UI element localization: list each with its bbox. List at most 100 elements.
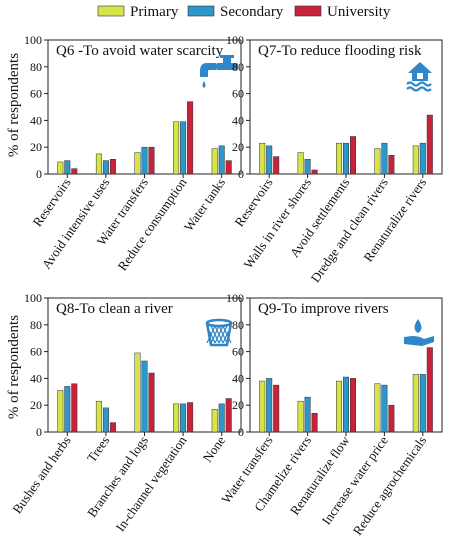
y-tick-label: 60 <box>232 87 244 101</box>
bar-secondary <box>419 374 426 433</box>
x-tick-label: In-channel vegetation <box>112 433 189 535</box>
bar-secondary <box>141 146 148 175</box>
bar-university <box>273 384 280 433</box>
bar-university <box>225 160 232 175</box>
bar-secondary <box>343 142 349 175</box>
water-tap-icon <box>200 55 238 88</box>
bar-primary <box>297 152 304 175</box>
y-tick-label: 100 <box>24 33 42 47</box>
bar-secondary <box>343 376 349 433</box>
x-tick-label: Walls in river shores <box>240 175 314 271</box>
bar-primary <box>374 383 381 433</box>
bar-primary <box>95 400 102 433</box>
y-axis-label-top: % of respondents <box>6 53 22 157</box>
bar-university <box>426 347 433 433</box>
bar-secondary <box>180 403 187 433</box>
bar-university <box>388 404 395 433</box>
legend: Primary Secondary University <box>97 4 391 20</box>
y-tick-label: 60 <box>232 345 244 359</box>
bar-secondary <box>141 360 148 433</box>
y-tick-label: 0 <box>36 167 42 181</box>
waste-basket-icon <box>205 318 233 347</box>
bar-primary <box>173 403 180 433</box>
chart-title: Q8-To clean a river <box>56 301 173 317</box>
y-tick-label: 80 <box>232 60 244 74</box>
y-tick-label: 100 <box>226 33 244 47</box>
bar-university <box>109 422 116 433</box>
bar-secondary <box>304 396 311 433</box>
legend-swatch-primary <box>97 5 125 17</box>
bar-university <box>311 412 318 433</box>
bar-secondary <box>381 384 388 433</box>
flooded-house-icon <box>406 62 432 92</box>
bar-primary <box>134 152 141 175</box>
bar-university <box>225 398 232 433</box>
bar-primary <box>412 374 419 433</box>
y-tick-label: 20 <box>232 140 244 154</box>
bar-university <box>109 159 116 175</box>
y-tick-label: 20 <box>232 398 244 412</box>
chart-title: Q7-To reduce flooding risk <box>258 43 422 59</box>
bar-primary <box>57 161 64 175</box>
bar-university <box>350 136 356 175</box>
y-tick-label: 0 <box>238 167 244 181</box>
y-tick-label: 20 <box>30 140 42 154</box>
legend-label-secondary: Secondary <box>220 4 284 20</box>
bar-primary <box>95 153 102 175</box>
y-tick-label: 40 <box>30 371 42 385</box>
bar-secondary <box>64 160 71 175</box>
bar-primary <box>57 390 64 433</box>
bar-primary <box>211 148 218 175</box>
bar-secondary <box>64 386 71 433</box>
legend-swatch-secondary <box>187 5 215 17</box>
bar-primary <box>259 380 266 433</box>
x-tick-label: Bushes and herbs <box>9 433 73 516</box>
y-tick-label: 20 <box>30 398 42 412</box>
y-tick-label: 80 <box>232 318 244 332</box>
y-tick-label: 40 <box>30 113 42 127</box>
bar-primary <box>211 408 218 433</box>
y-axis-label-bottom: % of respondents <box>6 315 22 419</box>
y-tick-label: 0 <box>238 425 244 439</box>
legend-label-university: University <box>327 4 391 20</box>
bar-primary <box>173 121 180 175</box>
y-tick-label: 100 <box>226 291 244 305</box>
bar-university <box>426 114 433 175</box>
bar-secondary <box>102 160 109 175</box>
y-tick-label: 100 <box>24 291 42 305</box>
bar-secondary <box>266 145 273 175</box>
bar-university <box>71 168 78 175</box>
bar-secondary <box>180 121 187 175</box>
bar-secondary <box>381 142 388 175</box>
y-tick-label: 0 <box>36 425 42 439</box>
bar-university <box>273 156 280 175</box>
legend-swatch-university <box>294 5 322 17</box>
bar-primary <box>412 145 419 175</box>
x-tick-label: Reduce consumption <box>115 175 190 274</box>
bar-university <box>71 383 78 433</box>
y-tick-label: 60 <box>30 87 42 101</box>
chart-title: Q9-To improve rivers <box>258 301 389 317</box>
bar-secondary <box>218 403 225 433</box>
bar-primary <box>259 142 266 175</box>
chart-panel-3: 0 20 40 60 80 100 Q8-To clean a river Bushes an… <box>9 291 242 535</box>
bar-university <box>350 378 356 433</box>
bar-primary <box>336 380 342 433</box>
x-tick-label: Reduce agrochemicals <box>350 433 430 538</box>
bar-university <box>311 169 318 175</box>
legend-label-primary: Primary <box>130 4 179 20</box>
y-tick-label: 80 <box>30 60 42 74</box>
bar-secondary <box>266 378 273 433</box>
bar-university <box>148 146 155 175</box>
bar-primary <box>297 400 304 433</box>
bar-primary <box>134 352 141 433</box>
y-tick-label: 80 <box>30 318 42 332</box>
bar-secondary <box>218 145 225 175</box>
bar-secondary <box>419 142 426 175</box>
bar-university <box>148 372 155 433</box>
bar-primary <box>336 142 342 175</box>
